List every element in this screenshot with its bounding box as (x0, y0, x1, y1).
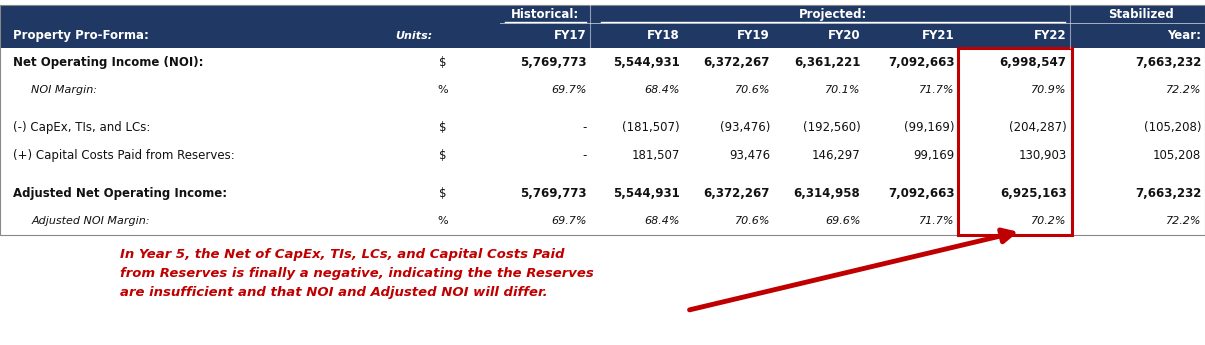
Text: Stabilized: Stabilized (1107, 8, 1174, 21)
Bar (0, 5, 1205, 48)
Text: 5,769,773: 5,769,773 (521, 187, 587, 200)
Text: 7,663,232: 7,663,232 (1135, 187, 1201, 200)
Text: 6,925,163: 6,925,163 (1000, 187, 1066, 200)
Text: Historical:: Historical: (511, 8, 580, 21)
Text: %: % (437, 216, 448, 226)
Text: 71.7%: 71.7% (919, 216, 954, 226)
Text: 70.6%: 70.6% (735, 216, 770, 226)
Text: Property Pro-Forma:: Property Pro-Forma: (13, 29, 149, 42)
Text: 181,507: 181,507 (631, 149, 680, 162)
Text: (93,476): (93,476) (719, 121, 770, 134)
Text: 7,663,232: 7,663,232 (1135, 56, 1201, 69)
Text: FY20: FY20 (828, 29, 860, 42)
Text: 70.9%: 70.9% (1031, 85, 1066, 95)
Text: Adjusted Net Operating Income:: Adjusted Net Operating Income: (13, 187, 228, 200)
Bar (0, 207, 1205, 235)
Text: (105,208): (105,208) (1144, 121, 1201, 134)
Text: 6,314,958: 6,314,958 (794, 187, 860, 200)
Text: 69.7%: 69.7% (552, 216, 587, 226)
Text: $: $ (439, 187, 447, 200)
Text: 7,092,663: 7,092,663 (888, 56, 954, 69)
Text: 6,361,221: 6,361,221 (794, 56, 860, 69)
Text: 7,092,663: 7,092,663 (888, 187, 954, 200)
Text: (204,287): (204,287) (1009, 121, 1066, 134)
Text: 72.2%: 72.2% (1166, 85, 1201, 95)
Text: Adjusted NOI Margin:: Adjusted NOI Margin: (31, 216, 149, 226)
Text: FY19: FY19 (737, 29, 770, 42)
Text: 5,769,773: 5,769,773 (521, 56, 587, 69)
Text: $: $ (439, 56, 447, 69)
Bar (0, 48, 1205, 76)
Text: 93,476: 93,476 (729, 149, 770, 162)
Text: In Year 5, the Net of CapEx, TIs, LCs, and Capital Costs Paid
from Reserves is f: In Year 5, the Net of CapEx, TIs, LCs, a… (120, 248, 594, 299)
Text: (181,507): (181,507) (622, 121, 680, 134)
Text: 6,372,267: 6,372,267 (704, 56, 770, 69)
Text: 6,372,267: 6,372,267 (704, 187, 770, 200)
Text: 70.6%: 70.6% (735, 85, 770, 95)
Text: %: % (437, 85, 448, 95)
Text: 69.7%: 69.7% (552, 85, 587, 95)
Text: -: - (582, 149, 587, 162)
Text: (-) CapEx, TIs, and LCs:: (-) CapEx, TIs, and LCs: (13, 121, 151, 134)
Text: Projected:: Projected: (799, 8, 868, 21)
Text: (+) Capital Costs Paid from Reserves:: (+) Capital Costs Paid from Reserves: (13, 149, 235, 162)
Bar (0, 5, 1205, 235)
Bar (0, 141, 1205, 169)
Text: 68.4%: 68.4% (645, 216, 680, 226)
Bar (958, 48, 1072, 235)
Text: (99,169): (99,169) (904, 121, 954, 134)
Text: FY21: FY21 (922, 29, 954, 42)
Text: (192,560): (192,560) (803, 121, 860, 134)
Text: FY22: FY22 (1034, 29, 1066, 42)
Text: 5,544,931: 5,544,931 (613, 56, 680, 69)
Text: 6,998,547: 6,998,547 (1000, 56, 1066, 69)
Text: 105,208: 105,208 (1153, 149, 1201, 162)
Text: FY18: FY18 (647, 29, 680, 42)
Text: 72.2%: 72.2% (1166, 216, 1201, 226)
Text: Units:: Units: (395, 31, 433, 41)
Text: 5,544,931: 5,544,931 (613, 187, 680, 200)
Text: 68.4%: 68.4% (645, 85, 680, 95)
Text: 70.1%: 70.1% (825, 85, 860, 95)
Text: $: $ (439, 121, 447, 134)
Text: 70.2%: 70.2% (1031, 216, 1066, 226)
Text: $: $ (439, 149, 447, 162)
Bar (0, 169, 1205, 179)
Text: 99,169: 99,169 (913, 149, 954, 162)
Text: Year:: Year: (1168, 29, 1201, 42)
Bar (0, 114, 1205, 141)
Text: FY17: FY17 (554, 29, 587, 42)
Text: -: - (582, 121, 587, 134)
Text: 130,903: 130,903 (1018, 149, 1066, 162)
Text: Net Operating Income (NOI):: Net Operating Income (NOI): (13, 56, 204, 69)
Text: 71.7%: 71.7% (919, 85, 954, 95)
Text: NOI Margin:: NOI Margin: (31, 85, 98, 95)
Text: 69.6%: 69.6% (825, 216, 860, 226)
Bar (0, 76, 1205, 104)
Bar (0, 179, 1205, 207)
Text: 146,297: 146,297 (812, 149, 860, 162)
Bar (0, 104, 1205, 114)
